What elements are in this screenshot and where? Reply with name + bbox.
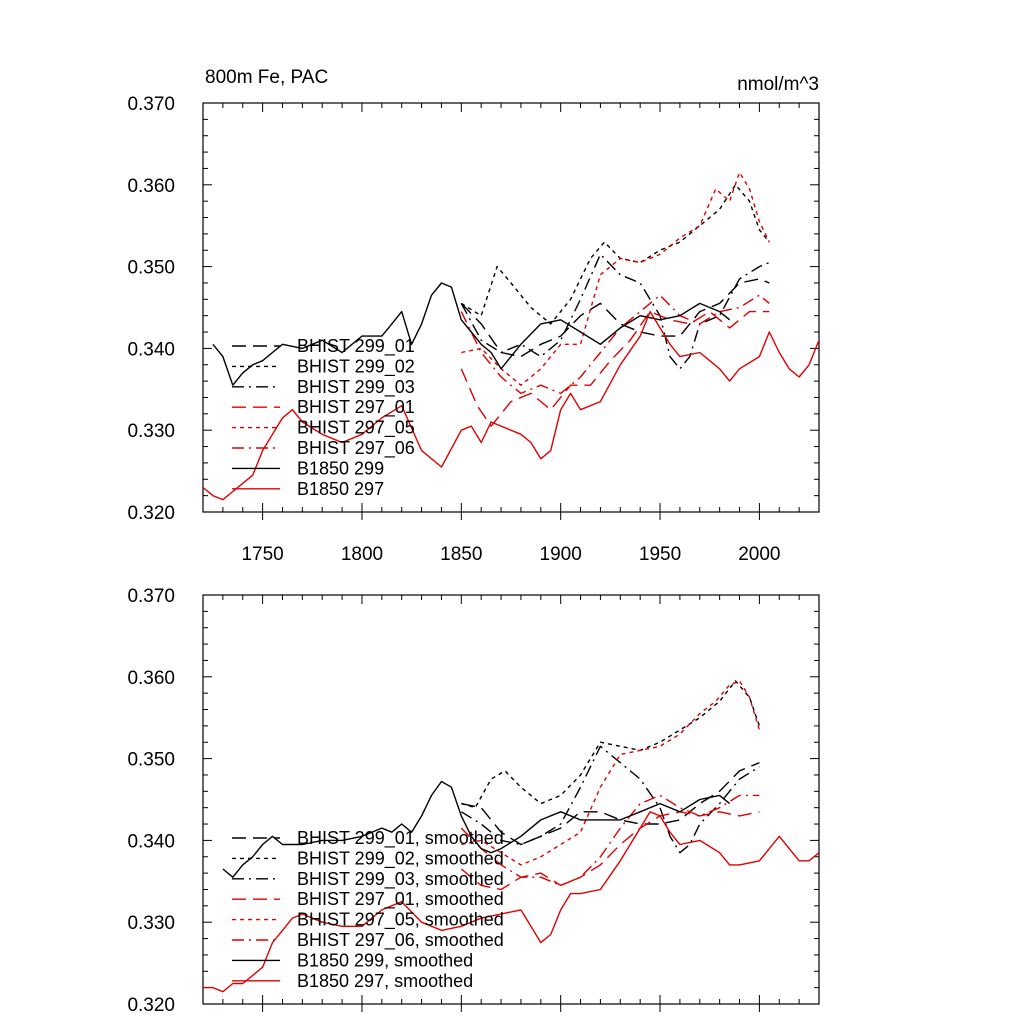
chart-title: 800m Fe, PAC <box>205 67 328 88</box>
series-line-4 <box>460 310 770 427</box>
legend-label: BHIST 299_02, smoothed <box>297 848 504 869</box>
legend-label: BHIST 299_01, smoothed <box>297 828 504 849</box>
y-tick-label: 0.320 <box>127 503 175 524</box>
y-tick-label: 0.350 <box>127 750 175 771</box>
legend-label: BHIST 299_01 <box>297 336 415 357</box>
series-line-1 <box>460 278 770 358</box>
series-line-6 <box>460 294 770 395</box>
y-tick-label: 0.320 <box>127 995 175 1016</box>
series-line-5 <box>461 171 770 386</box>
y-tick-label: 0.330 <box>127 913 175 934</box>
series-line-8 <box>203 310 819 501</box>
series-line-8 <box>203 811 819 993</box>
y-tick-label: 0.340 <box>127 831 175 852</box>
y-tick-label: 0.360 <box>127 176 175 197</box>
series-line-7 <box>222 780 731 878</box>
series-line-3 <box>460 745 760 854</box>
x-tick-label: 1850 <box>440 544 482 565</box>
legend-label: BHIST 297_05, smoothed <box>297 910 504 931</box>
plot-frame <box>202 102 820 513</box>
x-tick-label: 1800 <box>341 544 383 565</box>
y-tick-label: 0.340 <box>127 339 175 360</box>
legend-label: BHIST 299_03 <box>297 377 415 398</box>
series-line-7 <box>212 282 731 386</box>
series-line-2 <box>461 680 761 809</box>
x-tick-label: 1900 <box>540 544 582 565</box>
legend-label: BHIST 297_06 <box>297 438 415 459</box>
legend-label: BHIST 299_02 <box>297 356 415 377</box>
series-group <box>203 680 819 993</box>
series-line-2 <box>460 184 770 325</box>
legend-label: B1850 299 <box>297 458 384 478</box>
legend-label: B1850 297, smoothed <box>297 971 473 991</box>
legend-label: BHIST 297_01, smoothed <box>297 889 504 910</box>
series-line-6 <box>460 794 760 887</box>
legend-label: BHIST 297_05 <box>297 418 415 439</box>
legend-label: BHIST 297_01 <box>297 397 415 418</box>
x-tick-label: 1750 <box>241 544 283 565</box>
plot-frame <box>202 594 820 1005</box>
chart-panel-2: 0.320 0.330 0.340 0.350 0.360 0.370 BHIST 299_… <box>127 586 820 1016</box>
y-tick-label: 0.360 <box>127 668 175 689</box>
legend-label: B1850 299, smoothed <box>297 950 473 970</box>
series-line-4 <box>460 811 760 891</box>
units-label: nmol/m^3 <box>737 74 819 95</box>
y-tick-label: 0.350 <box>127 258 175 279</box>
legend-label: BHIST 297_06, smoothed <box>297 930 504 951</box>
legend-label: B1850 297 <box>297 479 384 499</box>
series-group <box>203 171 819 501</box>
x-tick-label: 1950 <box>639 544 681 565</box>
y-tick-label: 0.370 <box>127 94 175 115</box>
chart-panel-1: 0.320 0.330 0.340 0.350 0.360 0.370 1750 1800 18… <box>127 67 820 565</box>
legend-label: BHIST 299_03, smoothed <box>297 869 504 890</box>
x-tick-label: 2000 <box>738 544 780 565</box>
series-line-5 <box>461 680 761 866</box>
series-line-1 <box>461 762 760 846</box>
y-tick-label: 0.330 <box>127 421 175 442</box>
y-tick-label: 0.370 <box>127 586 175 607</box>
